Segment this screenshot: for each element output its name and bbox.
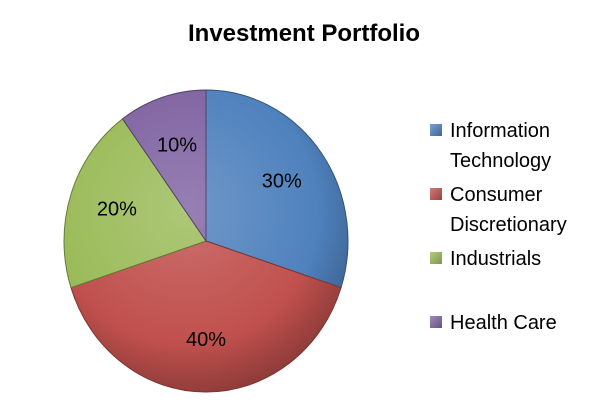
legend-label-health-care: Health Care xyxy=(450,308,600,338)
legend-swatch-industrials xyxy=(430,252,442,264)
legend-label-line: Industrials xyxy=(450,244,600,274)
legend-label-line: Information xyxy=(450,116,600,146)
legend-label-line: Health Care xyxy=(450,308,600,338)
legend-swatch-health-care xyxy=(430,316,442,328)
data-label-industrials: 20% xyxy=(97,198,137,220)
legend-label-line: Discretionary xyxy=(450,210,600,240)
legend-label-industrials: Industrials xyxy=(450,244,600,274)
legend-label-line: Technology xyxy=(450,146,600,176)
legend-label-information-technology: Information Technology xyxy=(450,116,600,176)
legend-swatch-consumer-discretionary xyxy=(430,188,442,200)
legend-item-consumer-discretionary: Consumer Discretionary xyxy=(430,180,600,240)
legend-swatch-information-technology xyxy=(430,124,442,136)
legend-label-consumer-discretionary: Consumer Discretionary xyxy=(450,180,600,240)
data-label-information-technology: 30% xyxy=(262,171,302,193)
data-label-health-care: 10% xyxy=(157,134,197,156)
legend-item-industrials: Industrials xyxy=(430,244,600,274)
legend-item-information-technology: Information Technology xyxy=(430,116,600,176)
data-label-consumer-discretionary: 40% xyxy=(186,329,226,351)
legend-label-line: Consumer xyxy=(450,180,600,210)
legend-item-health-care: Health Care xyxy=(430,308,600,338)
